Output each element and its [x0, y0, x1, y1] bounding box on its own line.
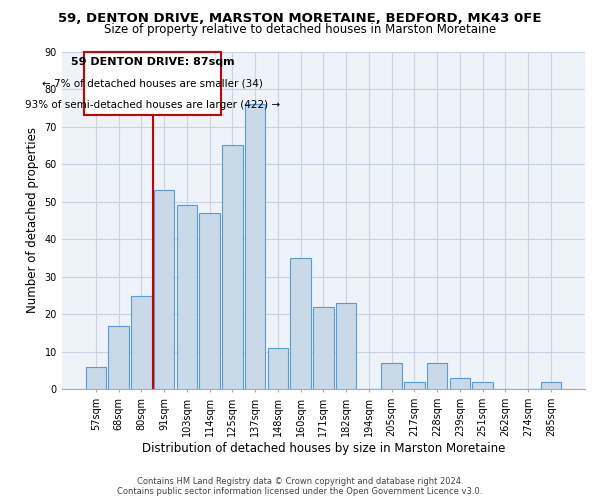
Bar [86, 367, 106, 390]
Bar [109, 326, 129, 390]
Bar [245, 104, 265, 390]
FancyBboxPatch shape [85, 52, 221, 116]
Text: ← 7% of detached houses are smaller (34): ← 7% of detached houses are smaller (34) [42, 78, 263, 88]
Bar [472, 382, 493, 390]
Text: Size of property relative to detached houses in Marston Moretaine: Size of property relative to detached ho… [104, 22, 496, 36]
Bar [541, 382, 561, 390]
Text: Contains HM Land Registry data © Crown copyright and database right 2024.
Contai: Contains HM Land Registry data © Crown c… [118, 476, 482, 496]
Text: 59, DENTON DRIVE, MARSTON MORETAINE, BEDFORD, MK43 0FE: 59, DENTON DRIVE, MARSTON MORETAINE, BED… [58, 12, 542, 26]
Bar [449, 378, 470, 390]
Bar [199, 213, 220, 390]
Text: 59 DENTON DRIVE: 87sqm: 59 DENTON DRIVE: 87sqm [71, 57, 235, 67]
Bar [131, 296, 152, 390]
Bar [290, 258, 311, 390]
Y-axis label: Number of detached properties: Number of detached properties [26, 128, 39, 314]
Bar [222, 146, 242, 390]
X-axis label: Distribution of detached houses by size in Marston Moretaine: Distribution of detached houses by size … [142, 442, 505, 455]
Bar [176, 206, 197, 390]
Bar [336, 303, 356, 390]
Bar [313, 307, 334, 390]
Bar [404, 382, 425, 390]
Bar [154, 190, 175, 390]
Bar [382, 363, 402, 390]
Bar [427, 363, 448, 390]
Text: 93% of semi-detached houses are larger (422) →: 93% of semi-detached houses are larger (… [25, 100, 280, 110]
Bar [268, 348, 288, 390]
